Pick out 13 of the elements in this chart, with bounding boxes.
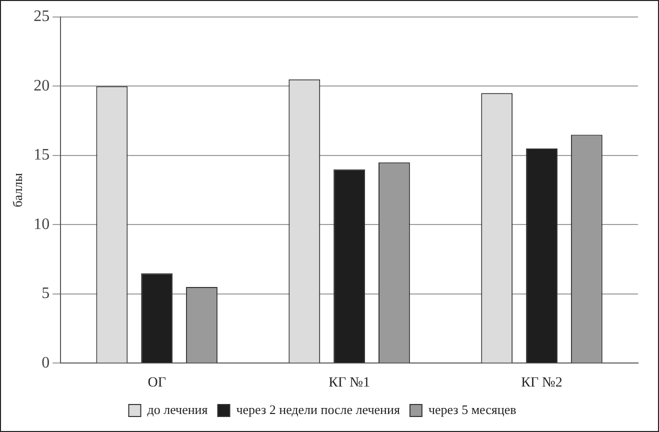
y-axis-title: баллы <box>10 172 26 208</box>
y-tick-label: 25 <box>34 8 50 26</box>
legend-label: через 2 недели после лечения <box>236 402 400 417</box>
x-tick-label: КГ №2 <box>521 375 562 390</box>
y-tick-label: 0 <box>42 354 50 372</box>
y-tick-label: 20 <box>34 77 50 94</box>
y-tick-label: 10 <box>34 216 50 233</box>
legend-label: через 5 месяцев <box>428 402 516 417</box>
legend-label: до лечения <box>147 402 208 417</box>
y-tick-label: 15 <box>34 146 50 164</box>
x-tick-label: ОГ <box>148 375 166 390</box>
x-tick-label: КГ №1 <box>328 375 370 390</box>
y-tick-label: 5 <box>42 285 50 302</box>
